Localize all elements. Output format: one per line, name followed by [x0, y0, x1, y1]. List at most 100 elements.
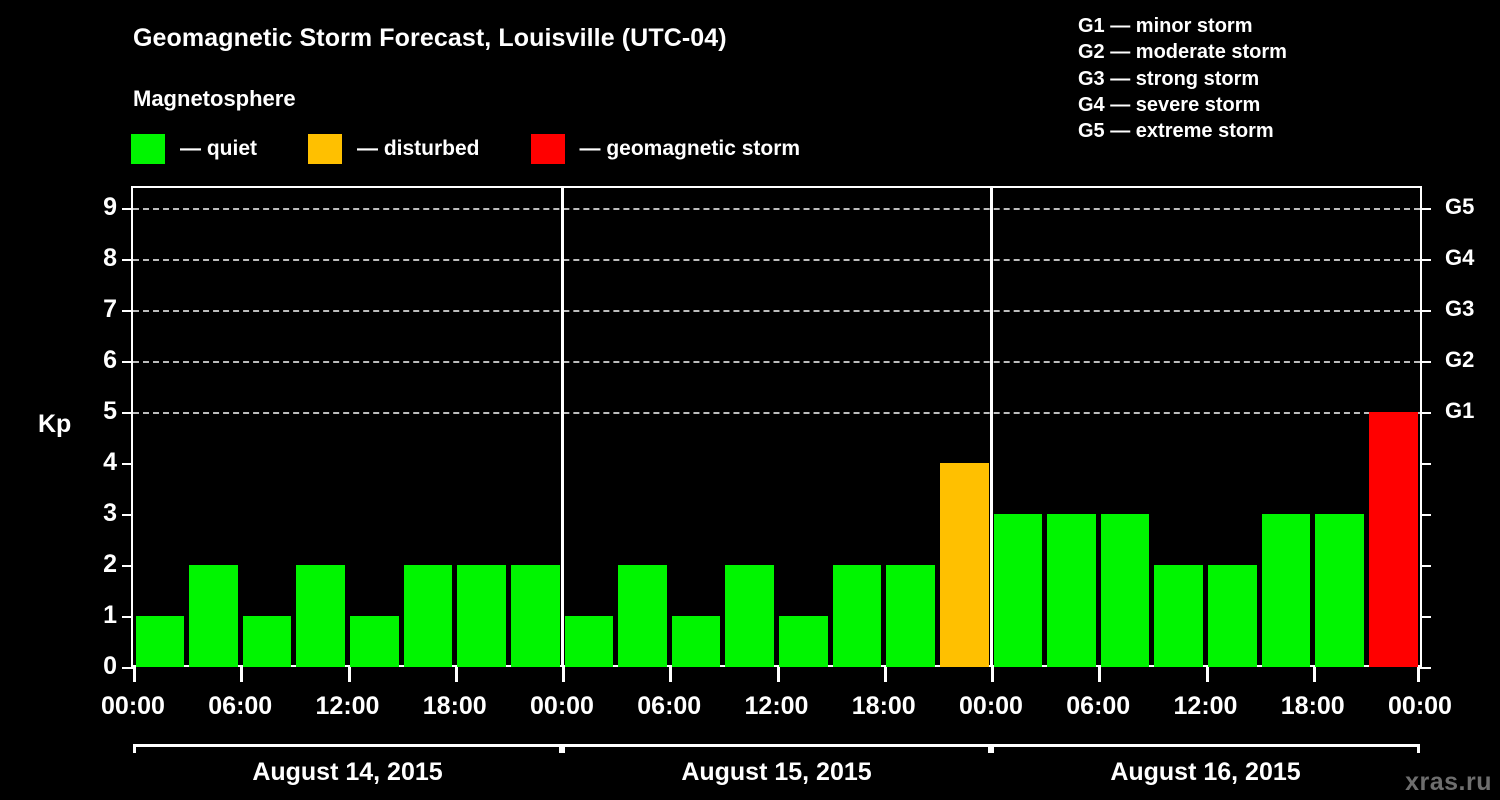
- bar-15[interactable]: [939, 463, 989, 667]
- g-axis-label-G1: G1: [1445, 398, 1475, 424]
- x-tick-2: [347, 667, 351, 682]
- g-scale-item-5: G5 — extreme storm: [1078, 120, 1274, 143]
- y-tick-label-6: 6: [103, 346, 117, 375]
- bar-19[interactable]: [1154, 565, 1203, 667]
- bar-16[interactable]: [993, 514, 1043, 667]
- y-tick-right-8: [1420, 259, 1431, 262]
- legend-label: — quiet: [180, 137, 257, 160]
- gridline-kp-6: [133, 361, 1420, 364]
- legend-entry-0: — quiet: [131, 134, 257, 164]
- x-tick-1: [240, 667, 244, 682]
- x-axis-label-9: 06:00: [1066, 692, 1131, 720]
- y-tick-label-1: 1: [103, 601, 117, 630]
- bar-7[interactable]: [510, 565, 560, 667]
- date-bracket-2: [562, 744, 991, 753]
- g-axis-label-G5: G5: [1445, 194, 1475, 220]
- page-title: Geomagnetic Storm Forecast, Louisville (…: [133, 24, 727, 52]
- g-scale-legend: G1 — minor storm G2 — moderate storm G3 — …: [1078, 13, 1287, 144]
- g-scale-item-2: G2 — moderate storm: [1078, 41, 1287, 64]
- y-axis-title: Kp: [38, 410, 72, 438]
- day-separator-1: [560, 188, 564, 667]
- bar-22[interactable]: [1315, 514, 1364, 667]
- gridline-kp-8: [133, 259, 1420, 262]
- bar-6[interactable]: [457, 565, 506, 667]
- bar-5[interactable]: [403, 565, 453, 667]
- y-tick-right-1: [1420, 616, 1431, 619]
- y-tick-6: [122, 361, 133, 364]
- y-tick-right-2: [1420, 565, 1431, 568]
- g-scale-item-4: G4 — severe storm: [1078, 93, 1261, 116]
- bar-23[interactable]: [1368, 412, 1418, 667]
- y-tick-right-4: [1420, 463, 1431, 466]
- gridline-kp-7: [133, 310, 1420, 313]
- gridline-kp-9: [133, 208, 1420, 211]
- y-tick-1: [122, 616, 133, 619]
- x-tick-4: [562, 667, 565, 682]
- bar-0[interactable]: [135, 616, 185, 667]
- bar-4[interactable]: [350, 616, 399, 667]
- g-axis-label-G2: G2: [1445, 347, 1475, 373]
- bar-17[interactable]: [1047, 514, 1096, 667]
- y-tick-right-7: [1420, 310, 1431, 313]
- bar-2[interactable]: [242, 616, 292, 667]
- y-tick-label-7: 7: [103, 295, 117, 324]
- y-tick-label-3: 3: [103, 499, 117, 528]
- bar-18[interactable]: [1100, 514, 1150, 667]
- x-axis-label-8: 00:00: [959, 692, 1023, 720]
- bar-21[interactable]: [1261, 514, 1311, 667]
- x-tick-5: [669, 667, 673, 682]
- date-axis: August 14, 2015 August 15, 2015 August 16,…: [131, 744, 1422, 794]
- date-bracket-3: [991, 744, 1420, 753]
- y-tick-4: [122, 463, 133, 466]
- x-tick-9: [1098, 667, 1102, 682]
- x-axis-label-5: 06:00: [637, 692, 702, 720]
- x-axis-label-1: 06:00: [208, 692, 273, 720]
- bar-10[interactable]: [671, 616, 721, 667]
- bar-8[interactable]: [564, 616, 614, 667]
- y-tick-8: [122, 259, 133, 262]
- x-tick-3: [454, 667, 458, 682]
- legend-label: — geomagnetic storm: [579, 137, 801, 160]
- legend-heading: Magnetosphere: [133, 86, 296, 111]
- y-tick-9: [122, 208, 133, 211]
- y-tick-0: [122, 667, 133, 669]
- g-scale-item-1: G1 — minor storm: [1078, 15, 1253, 37]
- plot-area: [133, 188, 1420, 667]
- x-axis-label-6: 12:00: [744, 692, 809, 720]
- bar-20[interactable]: [1208, 565, 1257, 667]
- x-axis-label-3: 18:00: [422, 692, 487, 720]
- x-axis-label-11: 18:00: [1280, 692, 1345, 720]
- gridline-kp-5: [133, 412, 1420, 415]
- y-tick-label-2: 2: [103, 550, 117, 579]
- y-tick-3: [122, 514, 133, 517]
- g-axis-label-G3: G3: [1445, 296, 1475, 322]
- x-tick-0: [133, 667, 136, 682]
- x-axis-label-12: 00:00: [1388, 692, 1452, 720]
- day-separator-2: [989, 188, 993, 667]
- bar-12[interactable]: [779, 616, 828, 667]
- y-tick-label-5: 5: [103, 397, 117, 426]
- bar-9[interactable]: [618, 565, 667, 667]
- bar-3[interactable]: [296, 565, 345, 667]
- date-label-1: August 14, 2015: [252, 758, 443, 786]
- bar-11[interactable]: [725, 565, 774, 667]
- date-label-2: August 15, 2015: [681, 758, 872, 786]
- green-square-icon: [131, 134, 165, 164]
- x-axis-label-7: 18:00: [851, 692, 916, 720]
- watermark: xras.ru: [1405, 768, 1492, 796]
- orange-square-icon: [308, 134, 342, 164]
- bar-14[interactable]: [886, 565, 935, 667]
- y-tick-5: [122, 412, 133, 415]
- date-bracket-1: [133, 744, 562, 753]
- x-axis-label-10: 12:00: [1173, 692, 1238, 720]
- x-tick-11: [1312, 667, 1316, 682]
- y-tick-right-9: [1420, 208, 1431, 211]
- x-tick-10: [1205, 667, 1209, 682]
- y-tick-2: [122, 565, 133, 568]
- x-axis-label-2: 12:00: [315, 692, 380, 720]
- bar-1[interactable]: [189, 565, 238, 667]
- x-tick-8: [991, 667, 994, 682]
- x-tick-6: [776, 667, 780, 682]
- bar-13[interactable]: [832, 565, 882, 667]
- y-tick-right-5: [1420, 412, 1431, 415]
